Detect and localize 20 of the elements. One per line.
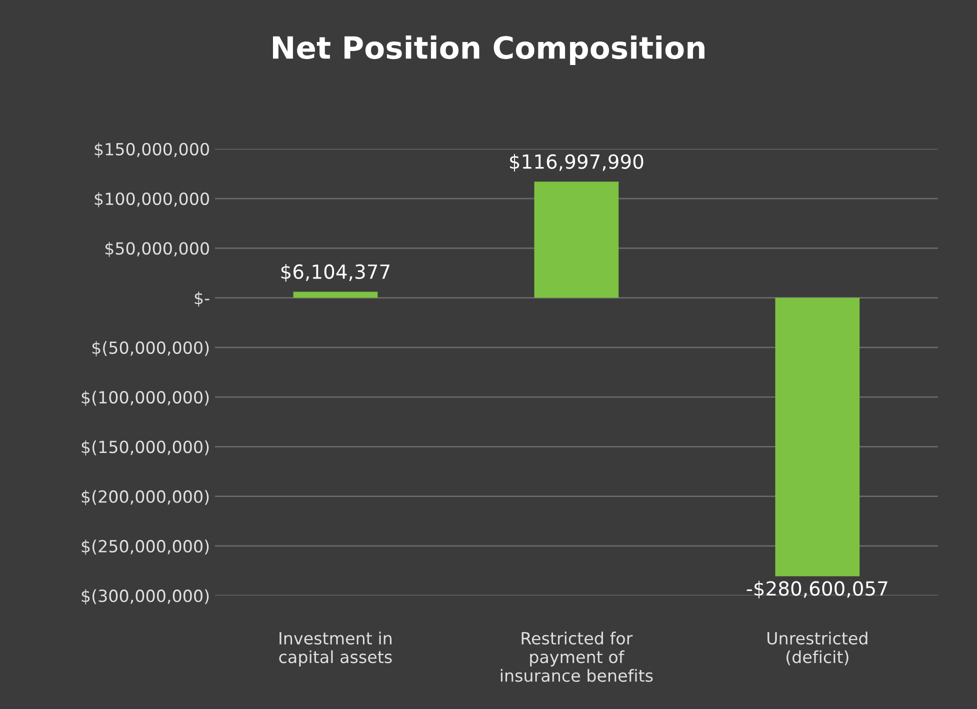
y-tick-label: $(300,000,000) — [82, 589, 209, 604]
y-tick-label: $(200,000,000) — [82, 490, 209, 506]
data-label: $116,997,990 — [510, 154, 644, 172]
y-tick-label: $150,000,000 — [94, 142, 209, 158]
y-tick-label: $(50,000,000) — [92, 341, 209, 356]
x-tick-label: Unrestricted (deficit) — [768, 632, 868, 666]
x-tick-label: Investment in capital assets — [279, 632, 392, 666]
y-tick-label: $100,000,000 — [94, 192, 209, 208]
y-tick-label: $- — [194, 291, 210, 307]
y-tick-label: $(150,000,000) — [82, 440, 209, 456]
bar — [293, 292, 378, 298]
y-tick-label: $(100,000,000) — [82, 390, 209, 406]
y-tick-label: $(250,000,000) — [82, 540, 209, 555]
data-label: $6,104,377 — [281, 264, 390, 282]
x-tick-label: Restricted for payment of insurance benefits — [500, 632, 653, 682]
bar — [534, 182, 619, 298]
data-label: -$280,600,057 — [746, 580, 888, 598]
y-tick-label: $50,000,000 — [105, 242, 209, 257]
chart-title: Net Position Composition — [272, 35, 704, 66]
bar — [775, 298, 860, 576]
